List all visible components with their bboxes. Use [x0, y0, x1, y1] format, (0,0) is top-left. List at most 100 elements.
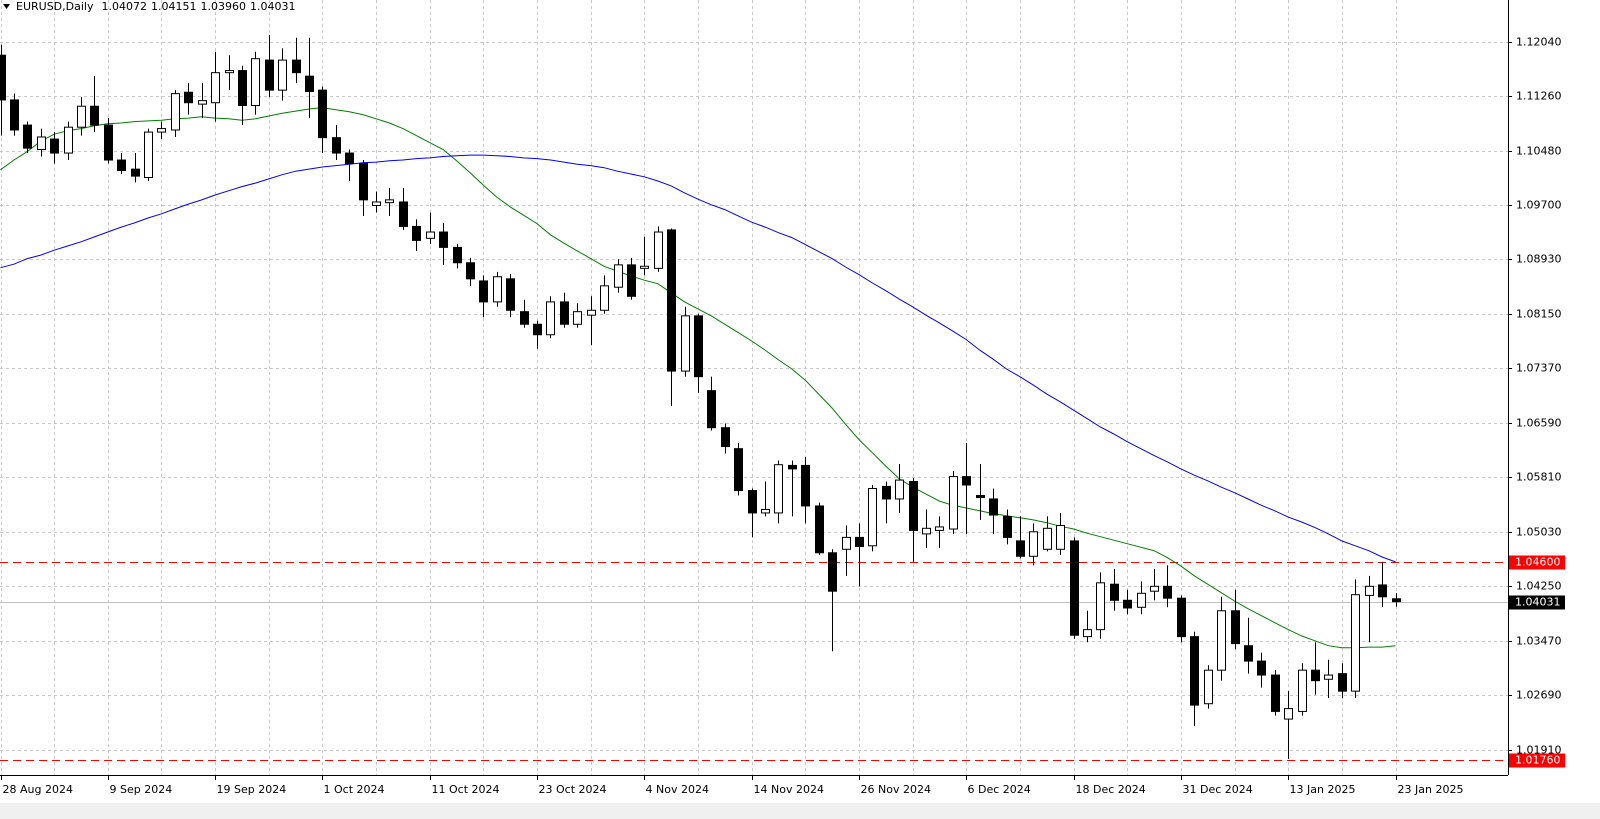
candle-body: [399, 201, 408, 227]
candle-body: [1096, 582, 1105, 631]
candle-body: [10, 99, 19, 131]
candle-body: [761, 508, 770, 514]
candle-body: [788, 464, 797, 470]
candle-body: [1257, 660, 1266, 676]
candle-body: [1137, 592, 1146, 608]
candle-body: [117, 159, 126, 172]
candle-body: [104, 124, 113, 161]
candle-body: [466, 262, 475, 280]
candle-body: [828, 552, 837, 592]
price-label-box: [1509, 555, 1565, 570]
candle-body: [318, 89, 327, 139]
y-tick-label: 1.10480: [1516, 145, 1562, 158]
candle-body: [1217, 610, 1226, 671]
candle-body: [1110, 583, 1119, 601]
close-value: 1.04031: [250, 0, 296, 13]
high-value: 1.04151: [151, 0, 197, 13]
candle-body: [587, 309, 596, 316]
x-tick-label: 28 Aug 2024: [3, 783, 73, 796]
candle-body: [895, 479, 904, 500]
open-value: 1.04072: [101, 0, 147, 13]
candle-body: [1123, 599, 1132, 609]
y-tick-label: 1.11260: [1516, 90, 1562, 103]
candle-body: [278, 59, 287, 91]
x-tick-label: 1 Oct 2024: [324, 783, 385, 796]
candle-body: [654, 231, 663, 269]
symbol: EURUSD,Daily: [16, 0, 94, 13]
candle-body: [426, 231, 435, 239]
y-tick-label: 1.06590: [1516, 417, 1562, 430]
candle-body: [1043, 527, 1052, 550]
candle-body: [479, 280, 488, 303]
candle-body: [1324, 674, 1333, 680]
candle-body: [265, 59, 274, 91]
candle-body: [734, 448, 743, 492]
x-tick-label: 11 Oct 2024: [432, 783, 500, 796]
candle-body: [198, 100, 207, 105]
candle-body: [372, 201, 381, 206]
candle-body: [64, 126, 73, 154]
menu-triangle: [3, 4, 10, 9]
candle-body: [707, 390, 716, 429]
y-tick-label: 1.12040: [1516, 36, 1562, 49]
candle-body: [90, 105, 99, 126]
candle-body: [1244, 645, 1253, 662]
candle-body: [721, 427, 730, 448]
candle-body: [332, 137, 341, 154]
candle-body: [801, 464, 810, 507]
candle-body: [453, 246, 462, 264]
y-tick-label: 1.05810: [1516, 471, 1562, 484]
candle-body: [600, 285, 609, 311]
candle-body: [1016, 540, 1025, 557]
x-tick-label: 4 Nov 2024: [646, 783, 709, 796]
y-tick-label: 1.05030: [1516, 526, 1562, 539]
candle-body: [506, 278, 515, 311]
candle-body: [573, 311, 582, 325]
candle-body: [1351, 594, 1360, 692]
candle-body: [868, 487, 877, 547]
candle-body: [935, 526, 944, 531]
candle-body: [694, 315, 703, 378]
price-label: 1.04031: [1515, 596, 1561, 609]
candle-body: [842, 536, 851, 550]
candle-body: [359, 163, 368, 201]
y-tick-label: 1.08150: [1516, 308, 1562, 321]
candle-body: [50, 138, 59, 154]
candle-body: [962, 476, 971, 486]
candle-body: [909, 480, 918, 531]
price-label-box: [1509, 595, 1565, 610]
candle-body: [251, 58, 260, 107]
candle-body: [1271, 674, 1280, 712]
candle-body: [37, 136, 46, 151]
header: EURUSD,Daily 1.04072 1.04151 1.03960 1.04031: [3, 0, 295, 13]
candle-body: [1177, 597, 1186, 638]
candle-body: [171, 93, 180, 131]
candle-body: [949, 476, 958, 530]
candle-body: [1163, 585, 1172, 599]
candles: [0, 34, 1401, 759]
candle-body: [667, 229, 676, 372]
status-strip: [0, 803, 1600, 819]
candle-body: [922, 527, 931, 535]
y-tick-label: 1.01910: [1516, 744, 1562, 757]
candle-body: [1029, 531, 1038, 557]
candle-body: [439, 231, 448, 248]
candle-body: [546, 301, 555, 336]
y-tick-label: 1.08930: [1516, 253, 1562, 266]
candle-body: [976, 494, 985, 499]
candle-body: [1056, 525, 1065, 550]
y-tick-label: 1.03470: [1516, 635, 1562, 648]
candle-body: [1284, 708, 1293, 720]
x-tick-label: 31 Dec 2024: [1183, 783, 1253, 796]
candle-body: [815, 505, 824, 554]
candle-body: [412, 225, 421, 241]
candle-body: [627, 264, 636, 297]
candle-body: [1070, 540, 1079, 636]
y-tick-label: 1.04250: [1516, 580, 1562, 593]
x-tick-label: 26 Nov 2024: [861, 783, 931, 796]
grid: [0, 0, 1508, 775]
candle-body: [238, 70, 247, 107]
candle-body: [1378, 584, 1387, 598]
